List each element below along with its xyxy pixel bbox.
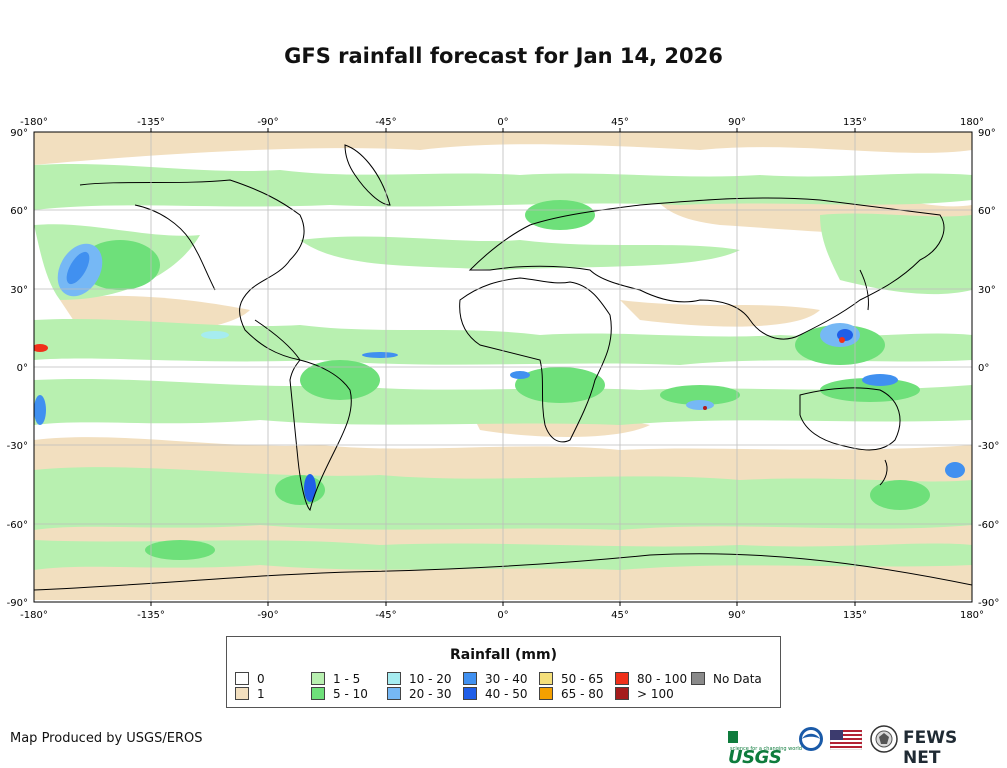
lat-label-right: 0° (978, 363, 989, 374)
lon-label-top: -90° (257, 117, 278, 128)
lat-label-right: 30° (978, 285, 996, 296)
rain-heavy-cores (34, 243, 965, 502)
state-department-seal-icon (870, 725, 898, 753)
legend-item: 50 - 65 (539, 672, 604, 686)
lon-label-top: 180° (960, 117, 984, 128)
lat-label-left: -90° (7, 598, 28, 609)
legend-swatch (235, 672, 249, 685)
lat-label-left: 60° (10, 206, 28, 217)
lon-label-top: 90° (728, 117, 746, 128)
legend-title: Rainfall (mm) (450, 647, 557, 663)
lon-label-top: 0° (497, 117, 508, 128)
lon-label-top: 135° (843, 117, 867, 128)
lat-label-left: -60° (7, 520, 28, 531)
lon-label-bottom: -180° (20, 610, 48, 620)
legend-swatch (691, 672, 705, 685)
legend-item: 65 - 80 (539, 687, 604, 701)
legend-swatch (463, 687, 477, 700)
legend-swatch (235, 687, 249, 700)
legend-swatch (311, 672, 325, 685)
lon-label-bottom: 45° (611, 610, 629, 620)
usgs-wave-icon (728, 731, 738, 743)
legend-item: No Data (691, 672, 762, 686)
legend-item: 30 - 40 (463, 672, 528, 686)
lat-label-right: 90° (978, 128, 996, 139)
usgs-tagline: science for a changing world (730, 746, 802, 752)
lat-label-left: 0° (17, 363, 28, 374)
legend-swatch (615, 672, 629, 685)
legend-swatch (387, 672, 401, 685)
lon-label-bottom: 180° (960, 610, 984, 620)
legend-swatch (387, 687, 401, 700)
legend-item: 40 - 50 (463, 687, 528, 701)
lon-label-top: -180° (20, 117, 48, 128)
tick-marks (150, 128, 856, 606)
lat-label-right: -30° (978, 441, 999, 452)
map-title: GFS rainfall forecast for Jan 14, 2026 (284, 44, 723, 68)
legend-swatch (539, 672, 553, 685)
legend-swatch (311, 687, 325, 700)
legend-item: 1 - 5 (311, 672, 360, 686)
lat-label-right: 60° (978, 206, 996, 217)
lon-label-bottom: 135° (843, 610, 867, 620)
legend-item: 80 - 100 (615, 672, 687, 686)
lon-label-top: -45° (375, 117, 396, 128)
us-flag-icon (830, 730, 862, 750)
lon-label-bottom: -90° (257, 610, 278, 620)
rainfall-map: -180° -135° -90° -45° 0° 45° 90° 135° 18… (7, 117, 1000, 620)
legend-swatch (615, 687, 629, 700)
lat-label-right: -90° (978, 598, 999, 609)
legend-item: 0 (235, 672, 265, 686)
lat-label-right: -60° (978, 520, 999, 531)
lat-label-left: 90° (10, 128, 28, 139)
lon-label-bottom: -45° (375, 610, 396, 620)
legend-item: 5 - 10 (311, 687, 368, 701)
fews-net-logo: FEWS NET (903, 728, 958, 768)
lon-label-bottom: -135° (137, 610, 165, 620)
noaa-logo-icon (799, 727, 823, 751)
lat-label-left: -30° (7, 441, 28, 452)
legend: Rainfall (mm) 0 1 1 - 5 5 - 10 10 - 20 2… (226, 636, 781, 708)
coastlines (34, 144, 972, 591)
legend-item: > 100 (615, 687, 674, 701)
legend-swatch (539, 687, 553, 700)
lon-label-top: 45° (611, 117, 629, 128)
lon-label-bottom: 0° (497, 610, 508, 620)
lon-label-bottom: 90° (728, 610, 746, 620)
legend-item: 1 (235, 687, 265, 701)
legend-swatch (463, 672, 477, 685)
map-credit: Map Produced by USGS/EROS (10, 731, 203, 746)
legend-item: 10 - 20 (387, 672, 452, 686)
legend-item: 20 - 30 (387, 687, 452, 701)
graticule (34, 132, 972, 602)
lat-label-left: 30° (10, 285, 28, 296)
lon-label-top: -135° (137, 117, 165, 128)
